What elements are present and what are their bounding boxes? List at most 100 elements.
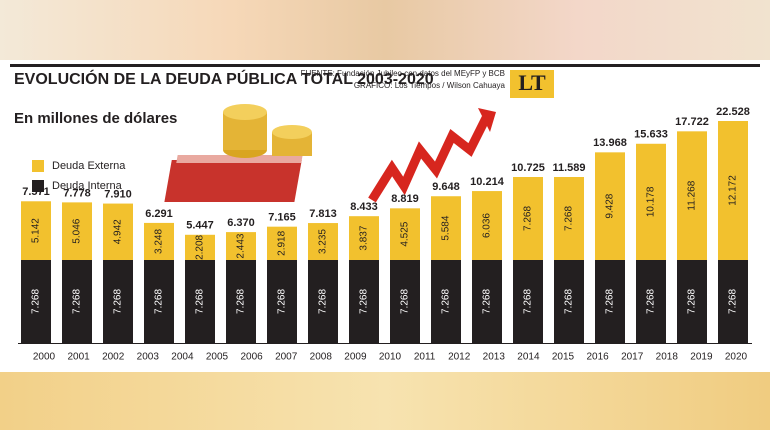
bar-segment (226, 232, 256, 261)
total-label: 22.528 (716, 106, 750, 118)
bar-segment (144, 260, 174, 343)
total-label: 8.819 (391, 193, 419, 205)
segment-label: 7.268 (277, 289, 288, 314)
bar-segment (267, 260, 297, 343)
segment-label: 2.208 (195, 234, 206, 259)
segment-label: 9.428 (605, 193, 616, 218)
bar-segment (718, 260, 748, 343)
trend-arrow (368, 115, 491, 203)
x-tick-label: 2003 (137, 352, 160, 363)
chart-title: EVOLUCIÓN DE LA DEUDA PÚBLICA TOTAL 2003… (14, 69, 434, 88)
legend-swatch (32, 180, 44, 192)
x-tick-label: 2013 (483, 352, 506, 363)
segment-label: 7.268 (154, 289, 165, 314)
total-label: 7.165 (268, 212, 296, 224)
x-tick-label: 2017 (621, 352, 644, 363)
bar-segment (144, 222, 174, 261)
bar-segment (472, 260, 502, 343)
x-tick-label: 2014 (517, 352, 540, 363)
background-blur (0, 0, 770, 60)
segment-label: 7.268 (646, 289, 657, 314)
segment-label: 7.268 (400, 289, 411, 314)
segment-label: 7.268 (523, 289, 534, 314)
bar-segment (103, 203, 133, 261)
segment-label: 5.584 (441, 215, 452, 240)
legend-swatch (32, 160, 44, 172)
segment-label: 3.235 (318, 229, 329, 254)
total-label: 6.370 (227, 217, 255, 229)
bar-segment (513, 177, 543, 261)
segment-label: 5.142 (31, 218, 42, 243)
bar-segment (226, 260, 256, 343)
bar-segment (62, 260, 92, 343)
segment-label: 2.918 (277, 230, 288, 255)
x-tick-label: 2006 (240, 352, 263, 363)
segment-label: 7.268 (728, 289, 739, 314)
background-blur (0, 372, 770, 430)
source: FUENTE: Fundación Jubileo con datos del … (301, 69, 505, 78)
segment-label: 7.268 (605, 289, 616, 314)
bar-segment (431, 260, 461, 343)
x-tick-label: 2015 (552, 352, 575, 363)
bar-segment (21, 260, 51, 343)
x-tick-label: 2020 (725, 352, 748, 363)
bar-segment (349, 216, 379, 261)
x-tick-label: 2016 (586, 352, 609, 363)
segment-label: 12.172 (728, 175, 739, 206)
segment-label: 7.268 (441, 289, 452, 314)
bar-segment (349, 260, 379, 343)
bar-segment (513, 260, 543, 343)
bar-segment (595, 152, 625, 261)
bar-segment (308, 260, 338, 343)
total-label: 15.633 (634, 129, 668, 141)
bar-segment (185, 260, 215, 343)
segment-label: 7.268 (482, 289, 493, 314)
segment-label: 7.268 (318, 289, 329, 314)
x-tick-label: 2019 (690, 352, 713, 363)
x-tick-label: 2011 (414, 352, 436, 363)
logo: LT (518, 70, 546, 95)
bar-segment (677, 131, 707, 261)
x-tick-label: 2009 (344, 352, 367, 363)
total-label: 5.447 (186, 220, 214, 232)
x-tick-label: 2007 (275, 352, 298, 363)
segment-label: 7.268 (564, 289, 575, 314)
total-label: 9.648 (432, 181, 460, 193)
bar-segment (677, 260, 707, 343)
legend-label: Deuda Interna (52, 180, 123, 192)
x-tick-label: 2004 (171, 352, 194, 363)
segment-label: 11.268 (687, 180, 698, 210)
x-tick-label: 2000 (33, 352, 56, 363)
total-label: 7.910 (104, 188, 132, 200)
x-tick-label: 2012 (448, 352, 471, 363)
total-label: 7.813 (309, 208, 337, 220)
segment-label: 2.443 (236, 233, 247, 258)
bar-segment (185, 234, 215, 261)
total-label: 17.722 (675, 116, 709, 128)
chart-subtitle: En millones de dólares (14, 110, 177, 127)
bar-segment (718, 121, 748, 261)
segment-label: 6.036 (482, 213, 493, 238)
bar-segment (472, 191, 502, 261)
bar-segment (390, 208, 420, 261)
bar-segment (103, 260, 133, 343)
bar-segment (308, 223, 338, 261)
bar-segment (554, 260, 584, 343)
bar-segment (62, 202, 92, 261)
rule (10, 64, 760, 67)
segment-label: 7.268 (72, 289, 83, 314)
x-tick-label: 2008 (310, 352, 333, 363)
bar-segment (554, 177, 584, 261)
total-label: 13.968 (593, 137, 627, 149)
logo-box (510, 70, 554, 98)
segment-label: 7.268 (687, 289, 698, 314)
segment-label: 7.268 (236, 289, 247, 314)
segment-label: 4.525 (400, 221, 411, 246)
segment-label: 7.268 (523, 206, 534, 231)
segment-label: 4.942 (113, 219, 124, 244)
total-label: 8.433 (350, 201, 378, 213)
x-tick-label: 2018 (656, 352, 679, 363)
total-label: 7.778 (63, 187, 91, 199)
segment-label: 3.248 (154, 229, 165, 254)
segment-label: 10.178 (646, 186, 657, 217)
